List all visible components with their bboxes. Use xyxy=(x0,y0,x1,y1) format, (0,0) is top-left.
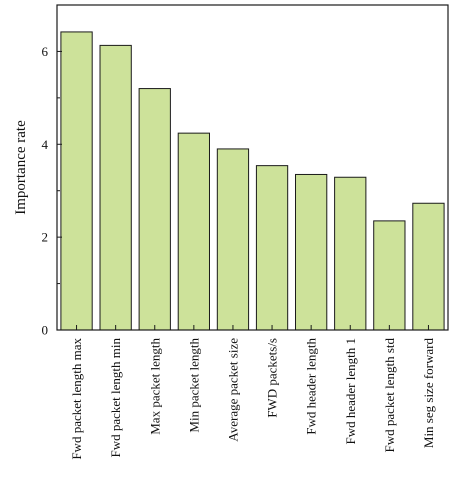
category-label-8: Fwd header length 1 xyxy=(343,338,358,445)
bar-3 xyxy=(138,88,171,331)
category-label-5: Average packet size xyxy=(225,338,240,442)
bar-5 xyxy=(216,148,250,331)
category-label-7: Fwd header length xyxy=(304,338,319,435)
category-label-3: Max packet length xyxy=(147,338,162,435)
category-label-4: Min packet length xyxy=(186,338,201,433)
category-label-9: Fwd packet length std xyxy=(382,338,397,453)
bar-7 xyxy=(295,173,328,331)
bar-4 xyxy=(177,132,210,331)
y-tick-label: 6 xyxy=(42,44,49,59)
y-tick-label: 0 xyxy=(42,323,49,338)
plot-frame xyxy=(56,4,449,331)
x-axis-ticks xyxy=(76,325,429,330)
category-label-6: FWD packets/s xyxy=(265,338,280,418)
y-axis-label: Importance rate xyxy=(13,120,29,215)
bars-group xyxy=(60,31,445,331)
category-label-10: Min seg size forward xyxy=(421,338,436,449)
bar-2 xyxy=(99,44,132,331)
bar-10 xyxy=(412,202,445,331)
category-labels: Fwd packet length max Fwd packet length m… xyxy=(69,338,436,460)
category-label-1: Fwd packet length max xyxy=(69,338,84,460)
bar-6 xyxy=(255,165,289,331)
y-tick-label: 4 xyxy=(42,137,49,152)
bar-8 xyxy=(334,176,367,331)
bar-1 xyxy=(60,31,93,331)
category-label-2: Fwd packet length min xyxy=(108,338,123,458)
bar-9 xyxy=(373,220,406,331)
y-tick-label: 2 xyxy=(42,230,49,245)
y-axis-ticks: 0 2 4 6 xyxy=(42,44,62,338)
